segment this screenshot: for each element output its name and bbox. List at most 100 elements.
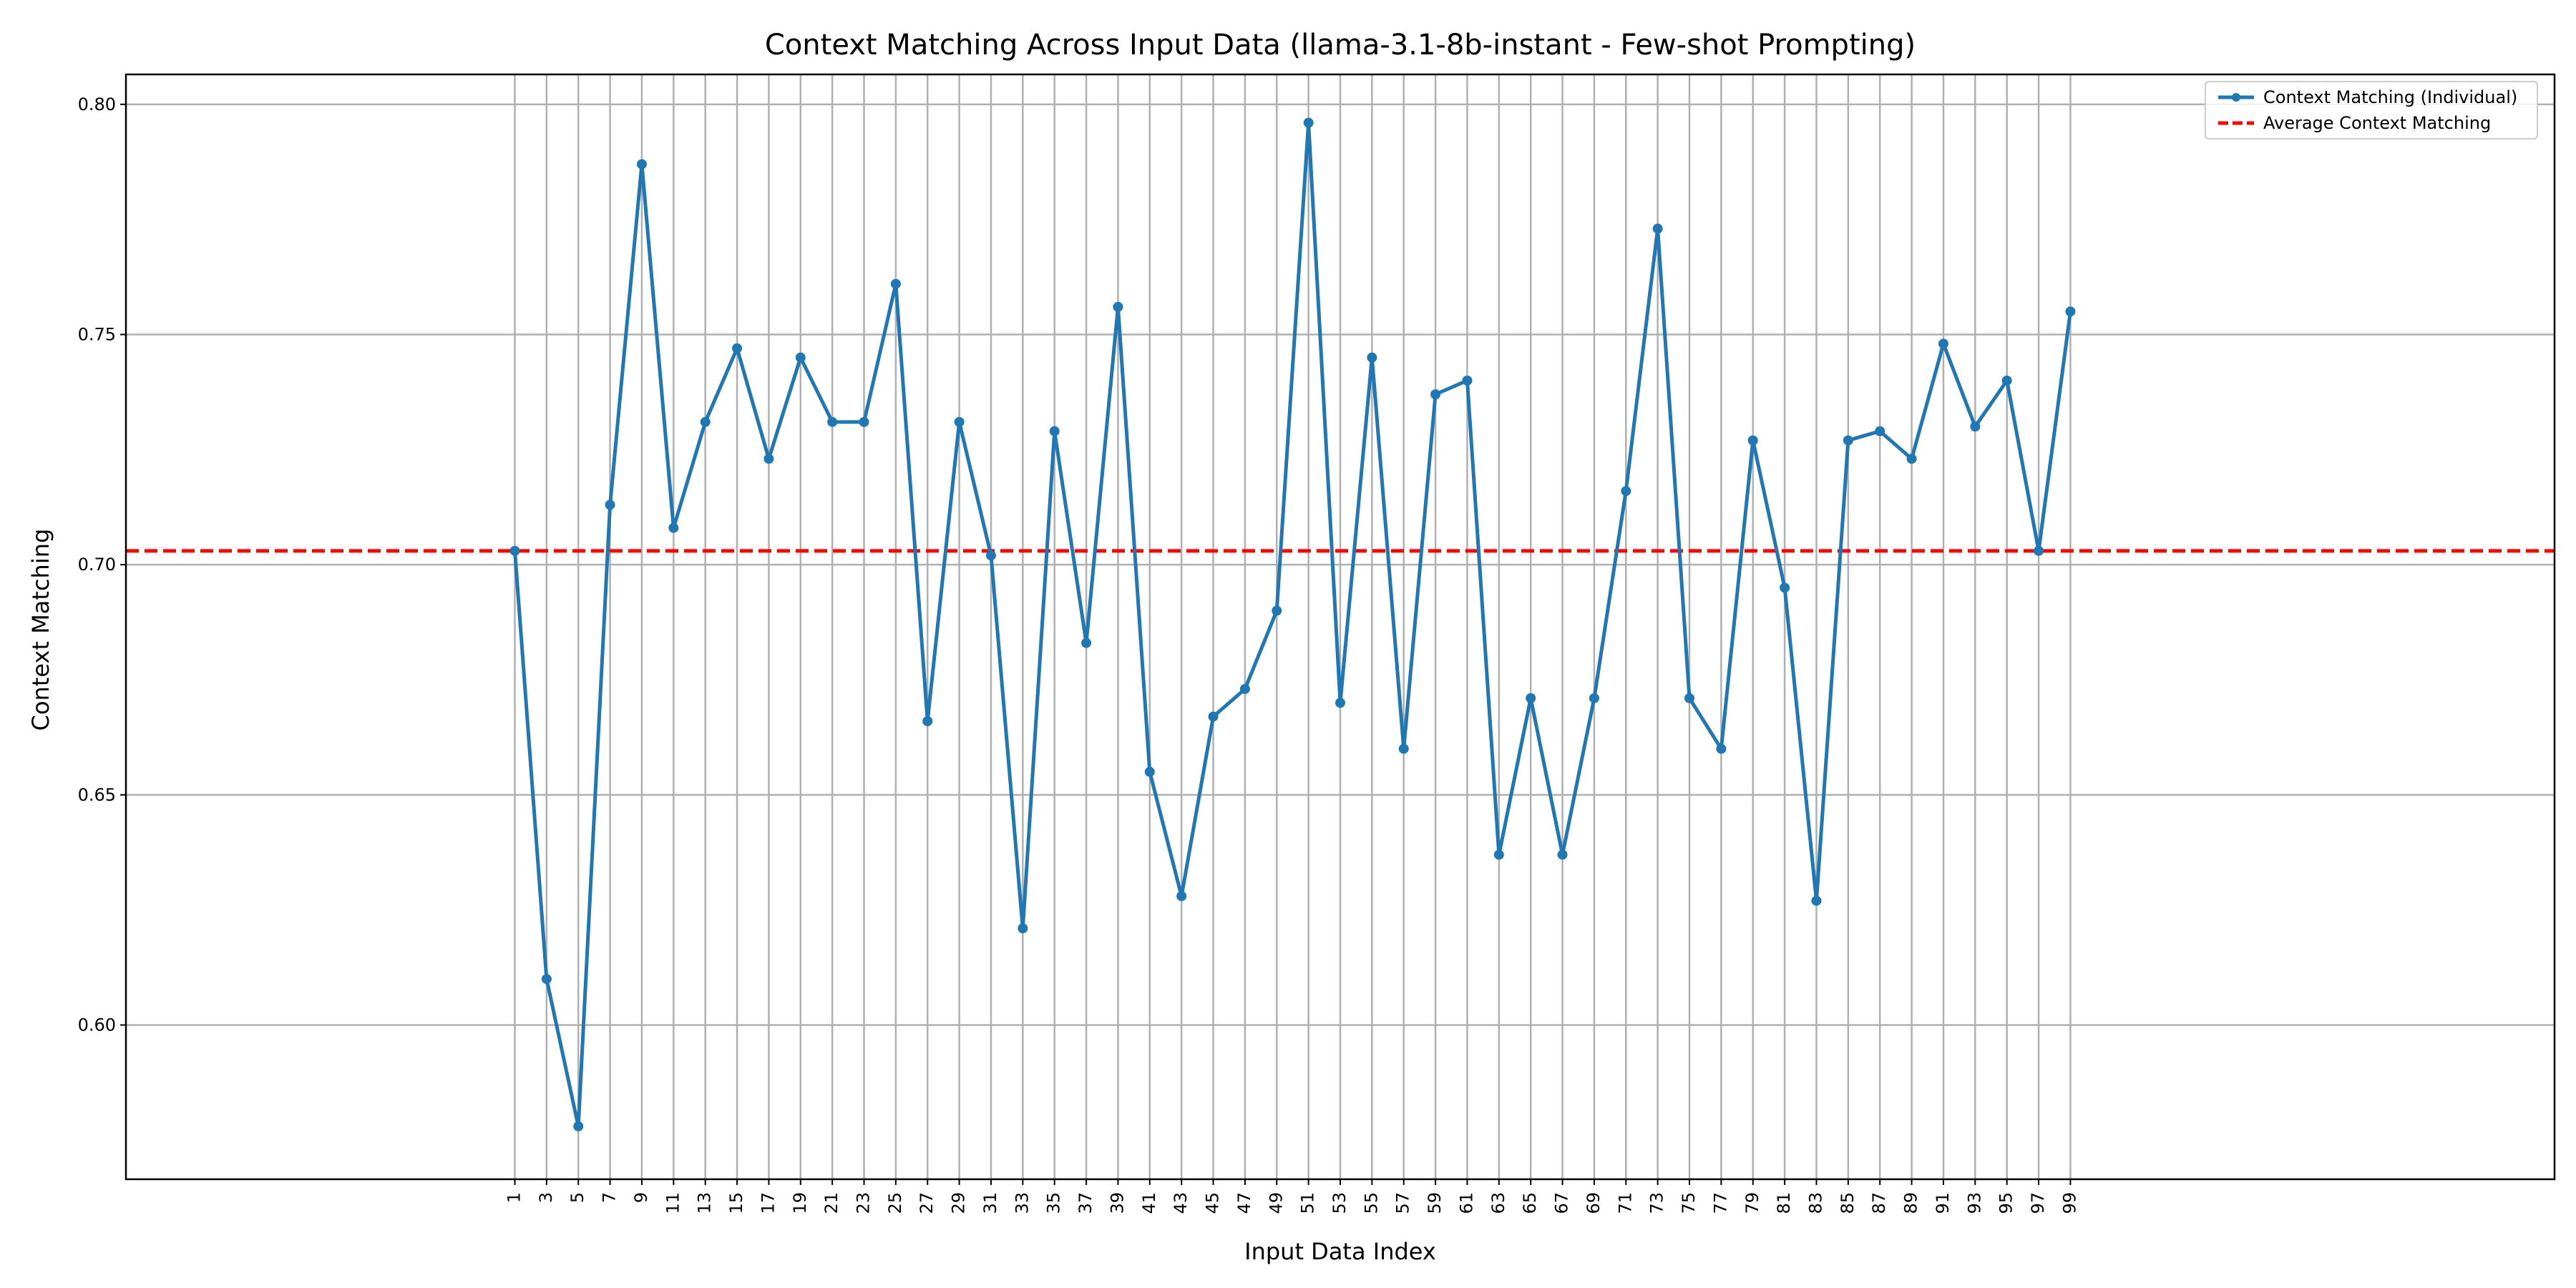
grid-lines — [126, 74, 2555, 1179]
data-point — [1526, 693, 1536, 703]
x-tick-label: 59 — [1425, 1192, 1445, 1214]
data-point — [1875, 426, 1885, 436]
x-axis-label: Input Data Index — [1244, 1238, 1436, 1265]
data-point — [1843, 435, 1853, 446]
data-point — [1493, 849, 1504, 860]
data-point — [1780, 582, 1790, 593]
x-tick-label: 5 — [567, 1192, 587, 1203]
y-tick-label: 0.65 — [78, 785, 116, 805]
data-point — [1335, 698, 1345, 708]
data-point — [541, 974, 552, 985]
data-point — [1176, 891, 1187, 902]
data-point — [1906, 454, 1917, 464]
data-point — [1081, 638, 1092, 648]
data-point — [605, 499, 615, 510]
data-point — [1272, 605, 1282, 616]
data-point — [700, 416, 711, 427]
data-point — [1684, 693, 1695, 703]
x-tick-label: 99 — [2059, 1192, 2079, 1214]
x-tick-label: 15 — [726, 1192, 746, 1214]
x-tick-label: 1 — [504, 1192, 524, 1203]
data-point — [890, 278, 901, 289]
x-tick-label: 29 — [949, 1192, 969, 1214]
x-tick-label: 71 — [1615, 1192, 1635, 1214]
axis-ticks: 1 3 5 7 9 11 13 15 17 19 21 23 25 27 29 31 33 35 37 39 41 43 4… — [78, 94, 2080, 1214]
x-tick-label: 43 — [1171, 1192, 1191, 1214]
x-tick-label: 49 — [1266, 1192, 1286, 1214]
data-point — [1430, 389, 1441, 400]
x-tick-label: 37 — [1075, 1192, 1096, 1214]
data-point — [1049, 426, 1060, 436]
x-tick-label: 17 — [758, 1192, 778, 1214]
x-tick-label: 41 — [1139, 1192, 1159, 1214]
x-tick-label: 93 — [1964, 1192, 1984, 1214]
x-tick-label: 55 — [1361, 1192, 1381, 1214]
data-point — [1557, 849, 1568, 860]
data-point — [985, 550, 996, 561]
data-point — [1938, 338, 1948, 349]
y-tick-label: 0.60 — [78, 1015, 116, 1035]
x-tick-label: 9 — [631, 1192, 651, 1203]
x-tick-label: 69 — [1584, 1192, 1604, 1214]
legend-average-label: Average Context Matching — [2263, 113, 2491, 133]
data-point — [636, 159, 647, 170]
legend-series-marker — [2232, 93, 2240, 102]
x-tick-label: 79 — [1742, 1192, 1762, 1214]
data-point — [1970, 421, 1981, 432]
data-point — [1144, 766, 1155, 777]
x-tick-label: 47 — [1234, 1192, 1254, 1214]
x-tick-label: 65 — [1520, 1192, 1540, 1214]
data-point — [795, 352, 806, 363]
data-point — [1018, 923, 1028, 934]
data-point — [1652, 223, 1663, 234]
data-point — [859, 416, 869, 427]
data-point — [732, 343, 743, 353]
chart-title: Context Matching Across Input Data (llam… — [765, 29, 1916, 62]
y-tick-label: 0.75 — [78, 324, 116, 344]
data-point — [1716, 743, 1727, 754]
data-point — [1589, 693, 1599, 703]
data-point — [668, 522, 679, 533]
x-tick-label: 27 — [917, 1192, 937, 1214]
x-tick-label: 19 — [790, 1192, 810, 1214]
data-point — [2034, 545, 2044, 556]
data-point — [954, 416, 965, 427]
x-tick-label: 13 — [695, 1192, 715, 1214]
x-tick-label: 97 — [2028, 1192, 2048, 1214]
x-tick-label: 21 — [821, 1192, 841, 1214]
x-tick-label: 45 — [1203, 1192, 1223, 1214]
x-tick-label: 89 — [1901, 1192, 1921, 1214]
x-tick-label: 57 — [1393, 1192, 1413, 1214]
series-line — [512, 121, 2072, 1128]
data-point — [763, 454, 774, 464]
x-tick-label: 23 — [854, 1192, 874, 1214]
data-point — [2065, 306, 2076, 317]
x-tick-label: 75 — [1679, 1192, 1699, 1214]
x-tick-label: 73 — [1647, 1192, 1667, 1214]
x-tick-label: 11 — [663, 1192, 683, 1214]
x-tick-label: 63 — [1488, 1192, 1508, 1214]
x-tick-label: 67 — [1552, 1192, 1572, 1214]
data-point — [1303, 117, 1314, 128]
data-point — [827, 416, 838, 427]
x-tick-label: 7 — [600, 1192, 620, 1203]
x-tick-label: 53 — [1330, 1192, 1350, 1214]
x-tick-label: 61 — [1456, 1192, 1476, 1214]
y-tick-label: 0.70 — [78, 555, 116, 575]
x-tick-label: 81 — [1774, 1192, 1794, 1214]
data-point — [1208, 711, 1219, 722]
legend-box — [2205, 81, 2538, 140]
data-point — [509, 545, 520, 556]
data-series — [509, 117, 2076, 1132]
data-point — [1747, 435, 1758, 446]
x-tick-label: 31 — [980, 1192, 1000, 1214]
x-tick-label: 95 — [1996, 1192, 2016, 1214]
data-point — [1239, 683, 1250, 694]
x-tick-label: 35 — [1044, 1192, 1064, 1214]
x-tick-label: 39 — [1107, 1192, 1127, 1214]
y-tick-label: 0.80 — [78, 94, 116, 114]
data-point — [922, 716, 933, 726]
data-point — [1398, 743, 1409, 754]
legend: Context Matching (Individual) Average Co… — [2205, 81, 2538, 140]
